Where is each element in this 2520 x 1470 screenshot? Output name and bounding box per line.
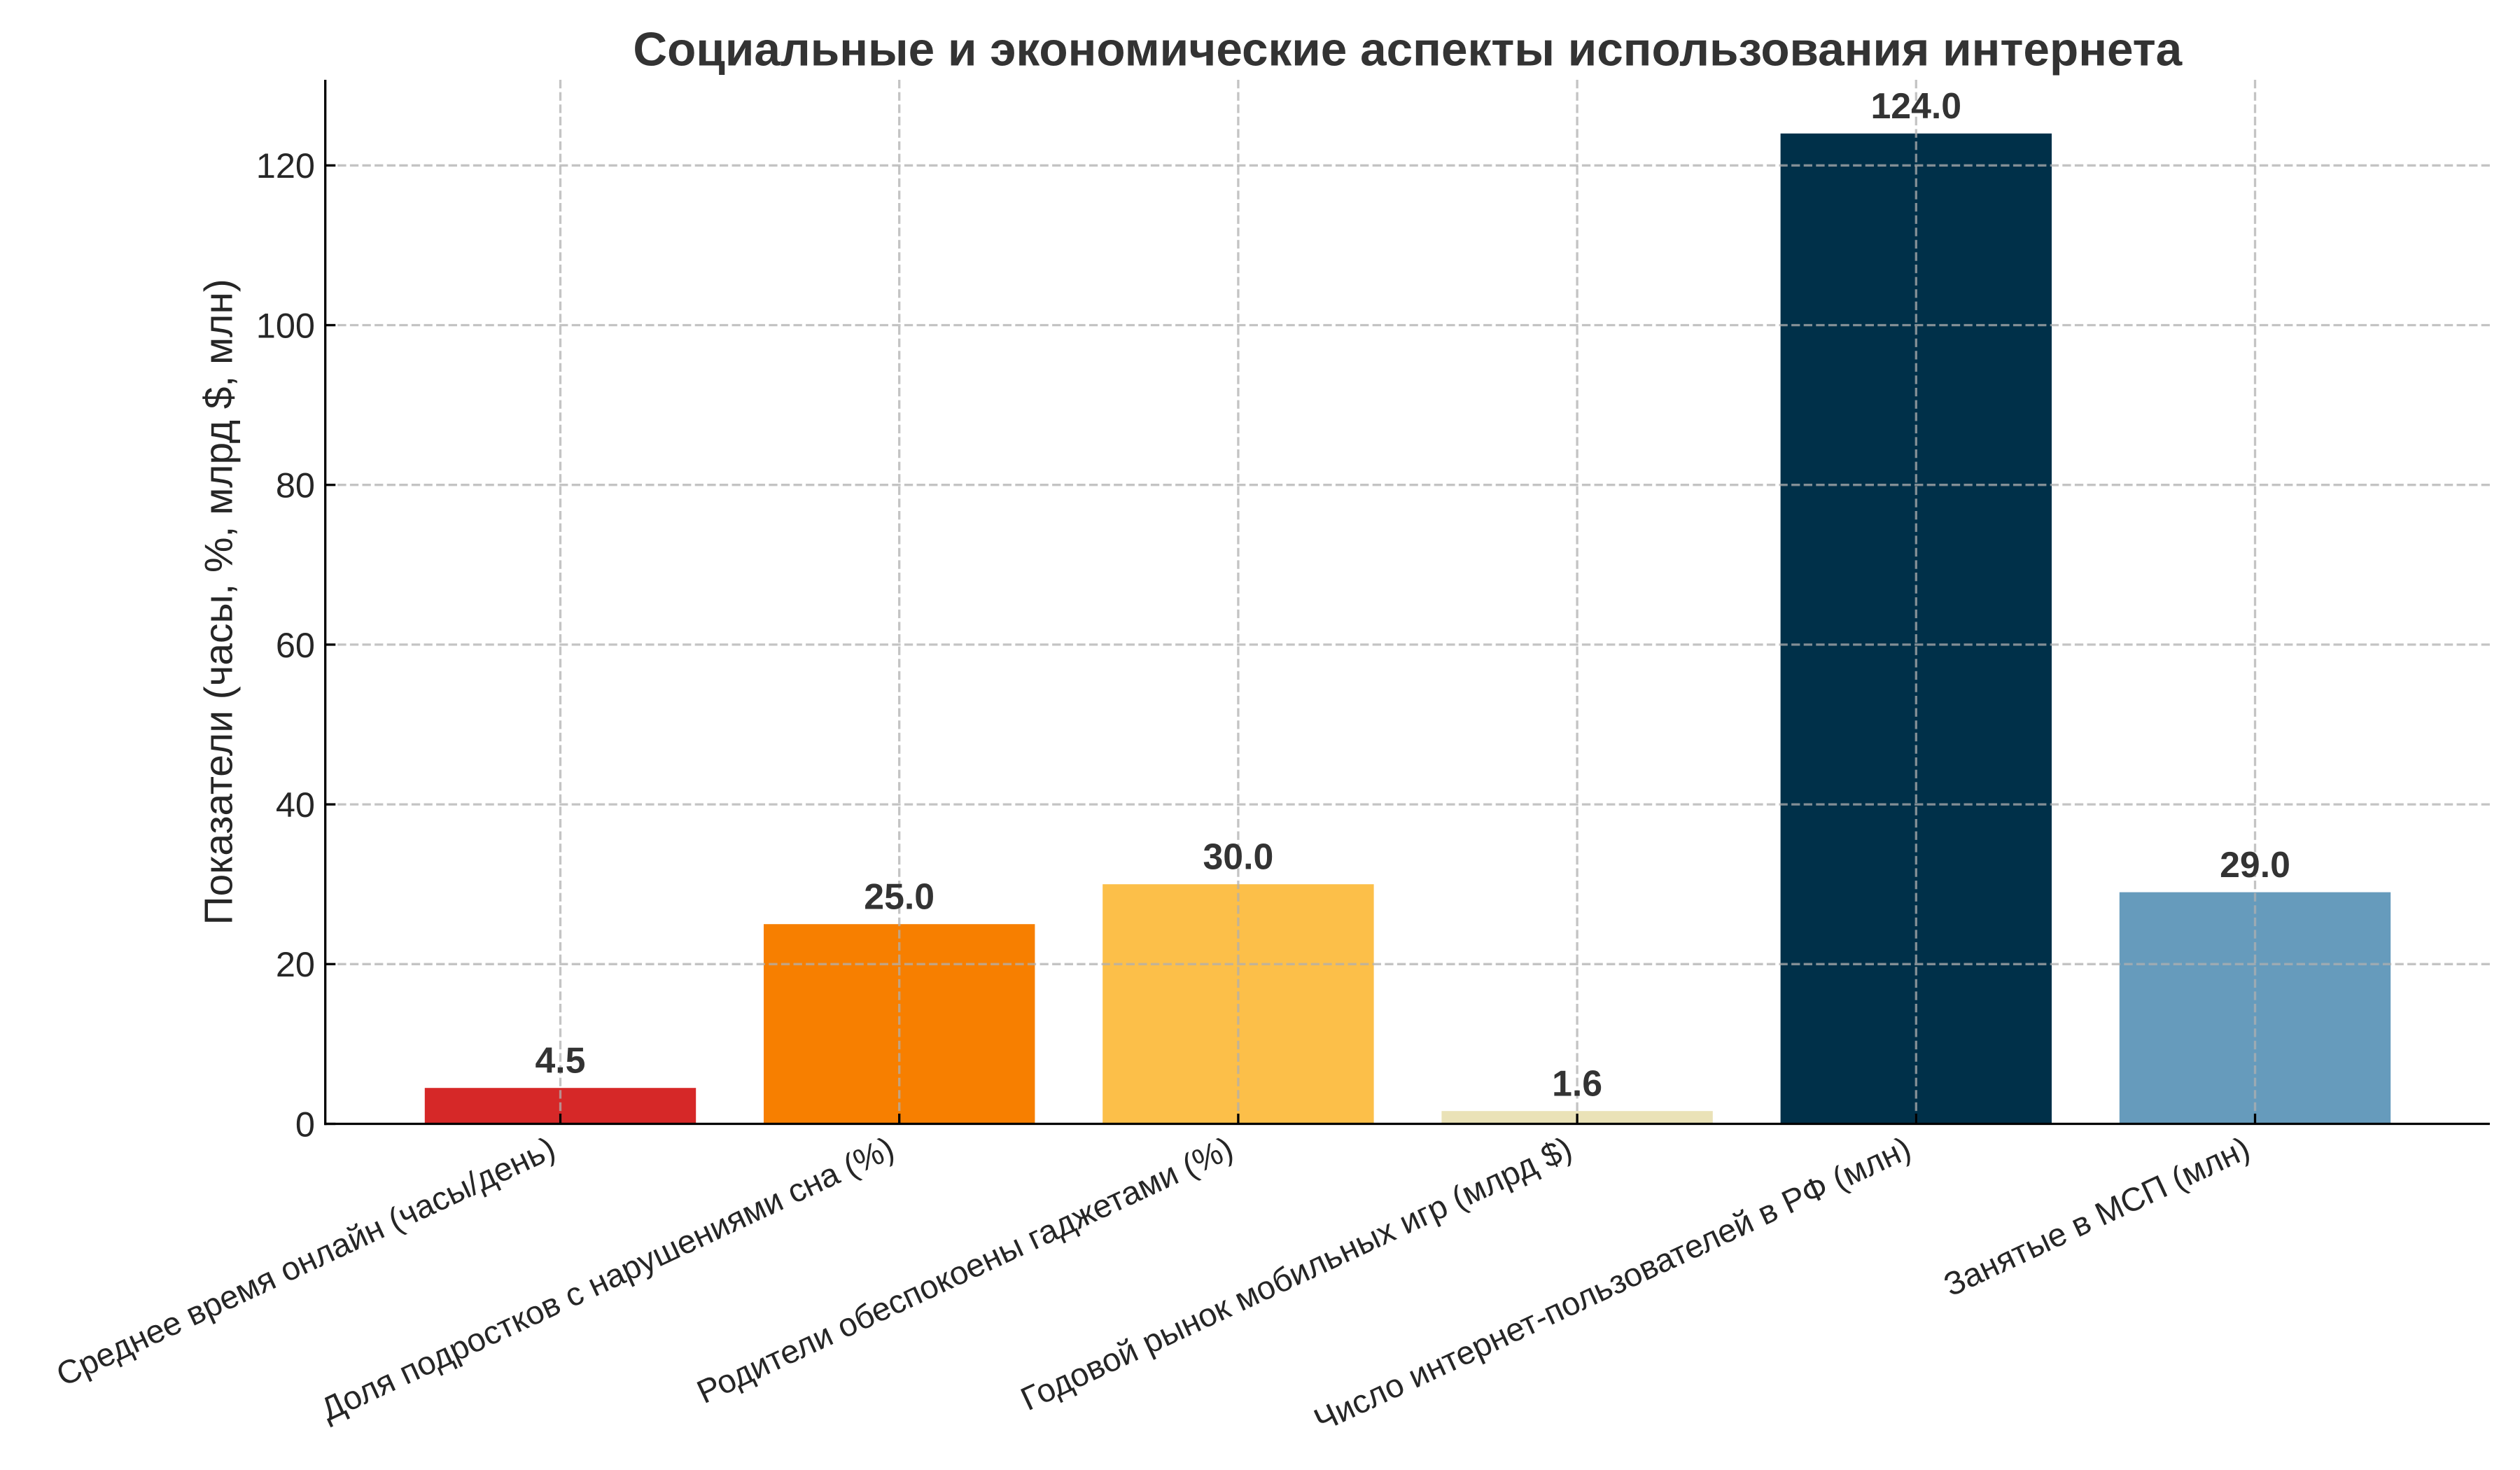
svg-text:40: 40	[276, 785, 315, 825]
svg-text:20: 20	[276, 944, 315, 984]
svg-text:60: 60	[276, 625, 315, 665]
svg-text:0: 0	[295, 1104, 315, 1144]
svg-text:124.0: 124.0	[1870, 85, 1961, 126]
svg-text:30.0: 30.0	[1203, 836, 1273, 877]
svg-text:Показатели (часы, %, млрд $, м: Показатели (часы, %, млрд $, млн)	[197, 279, 241, 925]
svg-text:120: 120	[256, 146, 315, 186]
svg-text:100: 100	[256, 305, 315, 345]
svg-text:25.0: 25.0	[864, 876, 934, 917]
svg-text:4.5: 4.5	[535, 1040, 585, 1081]
svg-text:Социальные и экономические асп: Социальные и экономические аспекты испол…	[633, 24, 2182, 76]
svg-text:1.6: 1.6	[1552, 1063, 1602, 1104]
svg-text:80: 80	[276, 465, 315, 505]
svg-text:29.0: 29.0	[2220, 844, 2290, 885]
